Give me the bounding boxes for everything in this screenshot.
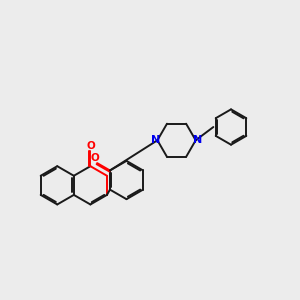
Text: N: N	[193, 135, 202, 145]
Text: O: O	[86, 142, 95, 152]
Text: N: N	[151, 135, 160, 145]
Text: O: O	[90, 153, 99, 164]
